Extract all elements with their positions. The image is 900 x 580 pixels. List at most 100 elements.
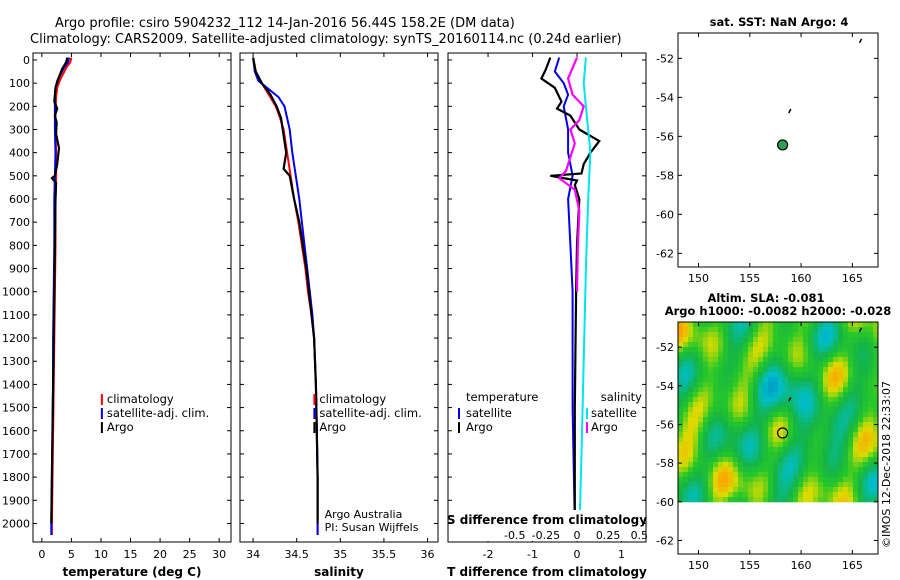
sla-cell (738, 382, 744, 388)
sla-cell (723, 337, 729, 343)
x-tick-label: 10 (94, 548, 108, 561)
sla-cell (788, 322, 794, 328)
sla-cell (858, 492, 864, 498)
sla-cell (848, 457, 854, 463)
sla-cell (763, 382, 769, 388)
sla-cell (818, 377, 824, 383)
sla-cell (683, 432, 689, 438)
sla-cell (718, 342, 724, 348)
sla-cell (728, 452, 734, 458)
sla-cell (733, 382, 739, 388)
sla-cell (678, 407, 684, 413)
sla-cell (748, 477, 754, 483)
depth-tick-label: 100 (9, 77, 30, 90)
sla-cell (823, 407, 829, 413)
sla-cell (818, 322, 824, 328)
sla-cell (763, 397, 769, 403)
sla-cell (718, 457, 724, 463)
sla-cell (713, 372, 719, 378)
sla-cell (788, 407, 794, 413)
sla-cell (853, 467, 859, 473)
sla-cell (828, 407, 834, 413)
sla-cell (873, 492, 879, 498)
sla-cell (698, 442, 704, 448)
sla-cell (778, 467, 784, 473)
sla-cell (718, 377, 724, 383)
x-tick-label: 34.5 (284, 548, 309, 561)
sla-cell (763, 427, 769, 433)
sla-cell (748, 412, 754, 418)
sla-cell (713, 412, 719, 418)
sla-cell (813, 457, 819, 463)
sla-cell (843, 342, 849, 348)
sla-cell (758, 342, 764, 348)
sla-cell (753, 407, 759, 413)
sla-cell (698, 477, 704, 483)
sla-cell (743, 327, 749, 333)
sla-cell (703, 422, 709, 428)
sla-cell (823, 332, 829, 338)
sla-cell (678, 462, 684, 468)
sla-cell (723, 362, 729, 368)
sla-cell (808, 422, 814, 428)
sla-cell (773, 342, 779, 348)
sla-cell (873, 417, 879, 423)
lat-tick-label: -58 (656, 457, 674, 470)
sla-cell (713, 432, 719, 438)
sla-cell (853, 417, 859, 423)
sla-cell (703, 457, 709, 463)
legend-label: Argo (319, 420, 346, 434)
sla-cell (753, 382, 759, 388)
sla-cell (868, 417, 874, 423)
sla-cell (843, 347, 849, 353)
sla-cell (833, 402, 839, 408)
sla-cell (853, 377, 859, 383)
sla-cell (708, 382, 714, 388)
sla-cell (813, 487, 819, 493)
sla-cell (743, 417, 749, 423)
sla-cell (793, 437, 799, 443)
sla-cell (798, 392, 804, 398)
sla-cell (773, 327, 779, 333)
sla-cell (708, 387, 714, 393)
sla-cell (828, 462, 834, 468)
sla-cell (833, 322, 839, 328)
sla-cell (763, 402, 769, 408)
sla-cell (713, 382, 719, 388)
sla-cell (708, 497, 714, 503)
sla-cell (793, 352, 799, 358)
sla-cell (718, 367, 724, 373)
sla-cell (713, 367, 719, 373)
sla-cell (833, 332, 839, 338)
sla-cell (768, 437, 774, 443)
sla-cell (728, 472, 734, 478)
sla-cell (828, 392, 834, 398)
sla-cell (698, 432, 704, 438)
legend-swatch (313, 394, 316, 405)
sla-cell (733, 457, 739, 463)
sla-cell (768, 347, 774, 353)
sla-cell (678, 487, 684, 493)
sla-cell (783, 367, 789, 373)
legend-swatch (586, 422, 588, 433)
sla-cell (863, 462, 869, 468)
sla-cell (738, 477, 744, 483)
sla-cell (758, 492, 764, 498)
sla-cell (853, 472, 859, 478)
sla-cell (718, 442, 724, 448)
sla-cell (843, 382, 849, 388)
sla-cell (803, 372, 809, 378)
sla-cell (758, 457, 764, 463)
sla-cell (693, 382, 699, 388)
sla-cell (773, 467, 779, 473)
sla-cell (748, 397, 754, 403)
sla-cell (703, 412, 709, 418)
sla-cell (733, 342, 739, 348)
sla-cell (863, 397, 869, 403)
sla-cell (738, 377, 744, 383)
sla-cell (743, 477, 749, 483)
sla-cell (678, 362, 684, 368)
sla-cell (718, 382, 724, 388)
sla-cell (698, 342, 704, 348)
sla-cell (858, 347, 864, 353)
